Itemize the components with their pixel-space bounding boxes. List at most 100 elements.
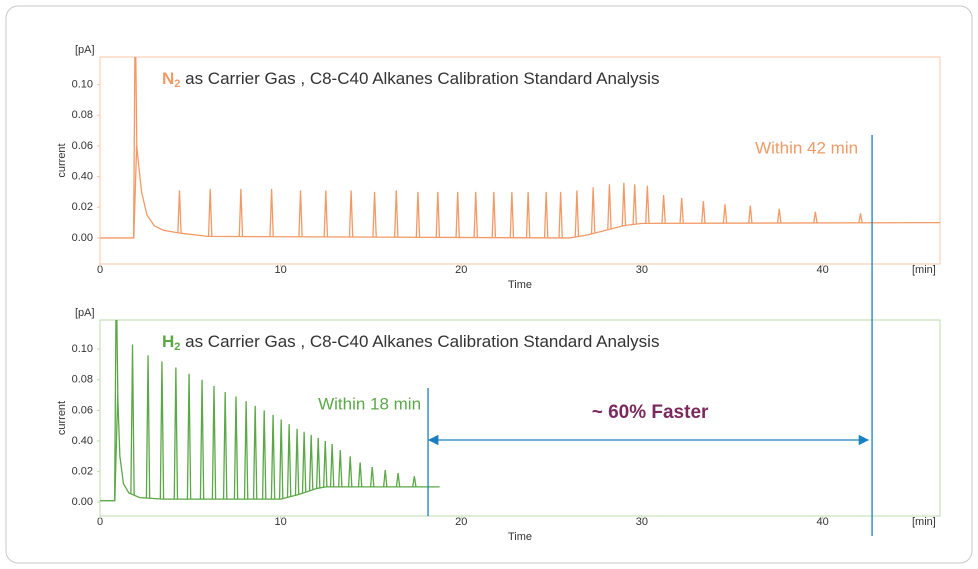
x-axis-label: Time <box>508 279 532 291</box>
peak <box>679 198 684 224</box>
y-tick-label: 0.40 <box>72 435 93 447</box>
peak <box>207 188 213 237</box>
y-axis-unit: [pA] <box>75 44 95 56</box>
x-tick-label: 0 <box>97 516 103 528</box>
x-axis-label: Time <box>508 531 532 543</box>
peak <box>357 462 363 487</box>
y-tick-label: 0.10 <box>72 343 93 355</box>
peak <box>509 191 515 238</box>
chart-title: H2 as Carrier Gas , C8-C40 Alkanes Calib… <box>162 332 659 352</box>
peak <box>269 188 274 237</box>
comparison-label: ~ 60% Faster <box>592 402 709 423</box>
title-subscript: 2 <box>174 78 180 90</box>
peak <box>159 361 165 500</box>
peak <box>261 410 267 500</box>
peak <box>776 208 782 224</box>
peak <box>435 191 441 238</box>
peak <box>348 190 354 238</box>
y-tick-label: 0.08 <box>72 374 93 386</box>
peak <box>145 355 151 499</box>
peak <box>813 211 818 224</box>
peak <box>607 184 612 230</box>
peak <box>286 424 292 498</box>
title-symbol: H <box>162 332 174 351</box>
peak <box>645 185 650 224</box>
x-tick-label: 10 <box>275 264 287 276</box>
peak <box>395 473 401 487</box>
peak <box>301 431 307 494</box>
peak <box>491 191 497 238</box>
y-tick-label: 0.06 <box>72 404 93 416</box>
peak <box>382 470 388 487</box>
peak <box>574 190 580 238</box>
peak <box>243 401 249 500</box>
peak <box>590 187 596 234</box>
y-tick-label: 0.08 <box>72 109 93 121</box>
baseline-trace <box>100 145 940 239</box>
peak <box>298 190 303 237</box>
peak <box>113 320 119 501</box>
y-tick-label: 0.00 <box>72 496 93 508</box>
peak <box>412 476 417 488</box>
peak <box>315 437 321 489</box>
peak <box>323 190 329 237</box>
peak <box>525 191 531 238</box>
peak <box>632 184 637 225</box>
peak <box>177 190 182 234</box>
chart-title: N2 as Carrier Gas , C8-C40 Alkanes Calib… <box>162 69 659 89</box>
x-tick-label: 0 <box>97 264 103 276</box>
peak <box>337 450 343 487</box>
peak <box>252 405 258 500</box>
peak <box>701 201 706 224</box>
x-tick-label: 10 <box>275 516 287 528</box>
y-tick-label: 0.10 <box>72 79 93 91</box>
peak <box>322 440 328 488</box>
y-tick-label: 0.40 <box>72 171 93 183</box>
annotation: Within 42 min <box>755 138 858 157</box>
peak <box>211 385 217 500</box>
x-tick-label: 30 <box>636 264 648 276</box>
peak <box>173 367 179 500</box>
y-tick-label: 0.02 <box>72 466 93 478</box>
x-axis-unit: [min] <box>912 264 936 276</box>
peak <box>393 190 399 238</box>
title-text: as Carrier Gas , C8-C40 Alkanes Calibrat… <box>180 332 659 351</box>
trace <box>100 320 440 502</box>
title-subscript: 2 <box>174 341 180 353</box>
peak <box>186 373 192 500</box>
peak <box>415 191 421 238</box>
page-frame <box>5 5 973 564</box>
peak <box>543 191 549 238</box>
peak <box>369 466 375 487</box>
peak <box>748 205 753 224</box>
peak <box>347 456 353 487</box>
peak <box>455 191 460 238</box>
plot-frame <box>99 319 941 517</box>
x-tick-label: 30 <box>636 516 648 528</box>
y-axis-label: current <box>56 401 68 435</box>
plot-frame <box>99 56 941 265</box>
title-symbol: N <box>162 69 174 88</box>
y-axis-unit: [pA] <box>75 307 95 319</box>
x-tick-label: 20 <box>455 516 467 528</box>
peak <box>278 419 284 500</box>
x-tick-label: 40 <box>816 516 828 528</box>
peak <box>858 213 863 223</box>
y-tick-label: 0.06 <box>72 140 93 152</box>
peak <box>238 188 244 237</box>
peak <box>558 191 563 238</box>
peak <box>308 434 314 491</box>
x-tick-label: 20 <box>455 264 467 276</box>
peak <box>270 414 276 500</box>
peak <box>329 444 335 487</box>
peak <box>372 191 377 238</box>
y-tick-label: 0.02 <box>72 201 93 213</box>
peak <box>294 428 300 496</box>
peak <box>222 391 228 500</box>
annotation: Within 18 min <box>318 394 421 413</box>
y-axis-label: current <box>56 143 68 177</box>
peak <box>473 191 479 238</box>
title-text: as Carrier Gas , C8-C40 Alkanes Calibrat… <box>180 69 659 88</box>
peak <box>621 182 627 227</box>
